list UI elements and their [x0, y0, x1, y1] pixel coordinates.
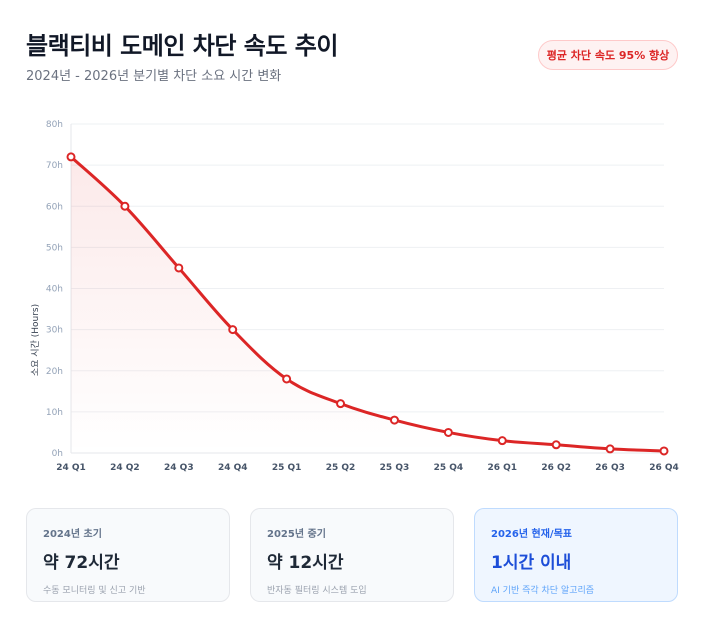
- x-tick-label: 24 Q1: [56, 463, 86, 473]
- y-tick-label: 10h: [46, 408, 63, 418]
- data-point: [551, 440, 561, 450]
- y-tick-label: 50h: [46, 243, 63, 253]
- x-tick-label: 25 Q3: [380, 463, 410, 473]
- x-tick-label: 24 Q4: [218, 463, 248, 473]
- y-tick-label: 80h: [46, 120, 63, 130]
- x-axis-ticks: 24 Q1 24 Q2 24 Q3 24 Q4 25 Q1 25 Q2 25 Q3 25 Q4…: [56, 463, 679, 473]
- page-title: 블랙티비 도메인 차단 속도 추이: [26, 32, 338, 60]
- card-label: 2026년 현재/목표: [491, 529, 572, 540]
- card-label: 2024년 초기: [43, 529, 102, 540]
- x-tick-label: 26 Q4: [649, 463, 679, 473]
- improvement-badge: 평균 차단 속도 95% 향상: [538, 40, 678, 70]
- card-desc: 반자동 필터링 시스템 도입: [267, 586, 367, 596]
- x-tick-label: 26 Q3: [595, 463, 625, 473]
- x-tick-label: 24 Q3: [164, 463, 194, 473]
- data-point: [228, 325, 238, 335]
- x-tick-label: 26 Q1: [487, 463, 517, 473]
- y-axis-label: 소요 시간 (Hours): [30, 304, 41, 376]
- card-desc: 수동 모니터링 및 신고 기반: [43, 586, 146, 596]
- card-value: 1시간 이내: [491, 553, 572, 573]
- y-axis-ticks: 0h 10h 20h 30h 40h 50h 60h 70h 80h: [46, 120, 63, 459]
- card-desc: AI 기반 즉각 차단 알고리즘: [491, 586, 595, 596]
- data-point: [120, 201, 130, 211]
- data-point: [66, 152, 76, 162]
- data-point: [443, 427, 453, 437]
- card-label: 2025년 중기: [267, 529, 326, 540]
- y-tick-label: 20h: [46, 367, 63, 377]
- stat-card-2024: 2024년 초기 약 72시간 수동 모니터링 및 신고 기반: [26, 508, 230, 602]
- data-points: [66, 152, 669, 456]
- x-tick-label: 25 Q2: [326, 463, 356, 473]
- x-tick-label: 26 Q2: [541, 463, 571, 473]
- stat-card-2026: 2026년 현재/목표 1시간 이내 AI 기반 즉각 차단 알고리즘: [474, 508, 678, 602]
- x-tick-label: 25 Q4: [434, 463, 464, 473]
- data-point: [605, 444, 615, 454]
- y-tick-label: 40h: [46, 285, 63, 295]
- card-value: 약 12시간: [267, 553, 344, 573]
- x-tick-label: 24 Q2: [110, 463, 140, 473]
- y-tick-label: 60h: [46, 202, 63, 212]
- data-point: [336, 399, 346, 409]
- data-point: [282, 374, 292, 384]
- data-point: [174, 263, 184, 273]
- stat-card-2025: 2025년 중기 약 12시간 반자동 필터링 시스템 도입: [250, 508, 454, 602]
- y-tick-label: 70h: [46, 161, 63, 171]
- page-subtitle: 2024년 - 2026년 분기별 차단 소요 시간 변화: [26, 69, 282, 84]
- data-point: [659, 446, 669, 456]
- x-tick-label: 25 Q1: [272, 463, 302, 473]
- data-point: [389, 415, 399, 425]
- card-value: 약 72시간: [43, 553, 120, 573]
- series-area: [71, 156, 664, 453]
- y-tick-label: 0h: [52, 449, 63, 459]
- y-tick-label: 30h: [46, 326, 63, 336]
- data-point: [497, 436, 507, 446]
